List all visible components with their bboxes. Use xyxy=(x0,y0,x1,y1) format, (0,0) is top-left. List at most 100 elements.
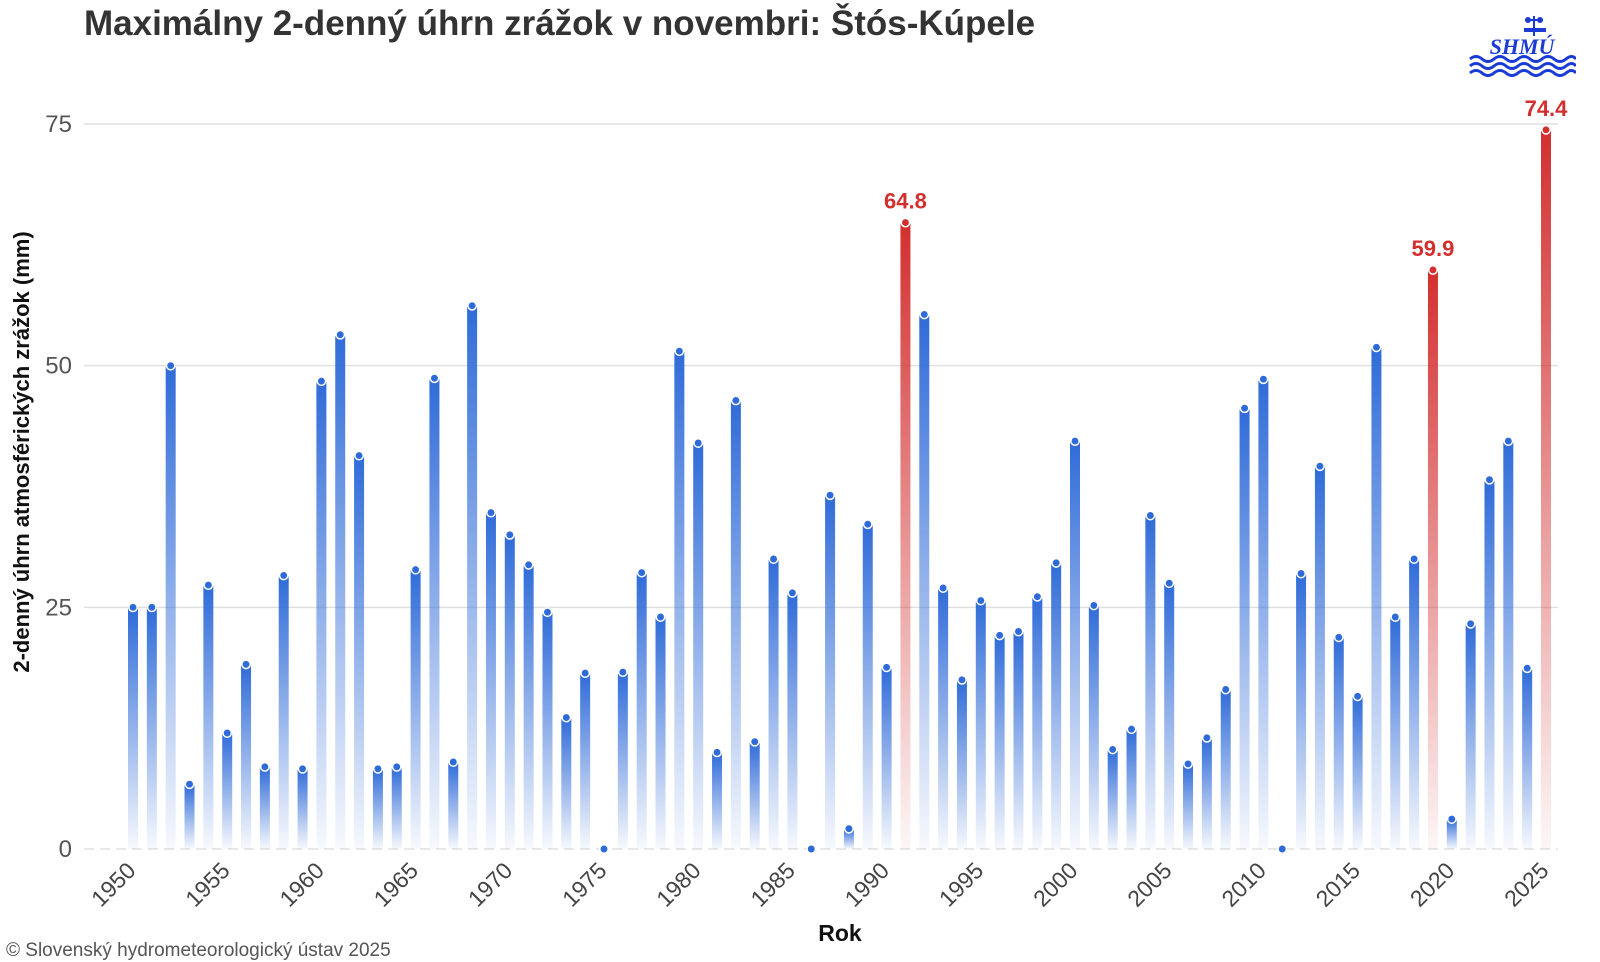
bar-1990 xyxy=(881,667,892,849)
x-tick-label: 1970 xyxy=(463,857,518,912)
point-1985 xyxy=(787,587,798,598)
x-tick-label: 1995 xyxy=(934,857,989,912)
point-1977 xyxy=(636,567,647,578)
point-1995 xyxy=(975,595,986,606)
bar-2015 xyxy=(1352,696,1363,849)
point-2012 xyxy=(1296,568,1307,579)
point-2014 xyxy=(1333,632,1344,643)
bar-1988 xyxy=(843,828,854,849)
point-2000 xyxy=(1070,436,1080,447)
bar-2014 xyxy=(1333,637,1344,849)
y-tick-label: 75 xyxy=(45,111,72,138)
bar-1967 xyxy=(448,762,459,849)
bar-2001 xyxy=(1088,605,1099,849)
bar-2018 xyxy=(1409,559,1420,849)
point-1989 xyxy=(862,519,873,530)
bar-1970 xyxy=(504,534,515,849)
point-2022 xyxy=(1484,474,1495,485)
x-tick-label: 2015 xyxy=(1311,857,1366,912)
point-1967 xyxy=(448,757,459,767)
point-1956 xyxy=(241,659,251,670)
bar-1963 xyxy=(372,768,383,849)
bar-1955 xyxy=(222,733,233,849)
point-2002 xyxy=(1107,744,1118,755)
bar-1994 xyxy=(956,679,967,849)
bar-1983 xyxy=(749,741,760,849)
bar-1964 xyxy=(391,766,402,849)
bar-1976 xyxy=(617,672,628,849)
bar-1950 xyxy=(128,607,138,849)
x-tick-label: 1980 xyxy=(651,857,706,912)
bar-2021 xyxy=(1465,623,1476,849)
data-label-1991: 64.8 xyxy=(884,189,927,214)
bar-1996 xyxy=(994,635,1005,849)
bar-1981 xyxy=(712,752,723,849)
bar-1974 xyxy=(580,673,591,849)
bar-1997 xyxy=(1013,631,1024,849)
bar-2003 xyxy=(1126,729,1137,849)
point-2009 xyxy=(1239,403,1250,414)
shmu-logo-icon: SHMÚ xyxy=(1468,14,1578,78)
bar-2009 xyxy=(1239,408,1250,849)
bar-2016 xyxy=(1371,347,1382,849)
bar-1982 xyxy=(730,400,741,849)
bar-2004 xyxy=(1145,515,1156,849)
point-1991 xyxy=(900,217,911,228)
point-1957 xyxy=(259,761,270,772)
point-1996 xyxy=(994,630,1005,641)
bar-2023 xyxy=(1503,441,1514,849)
bar-1971 xyxy=(523,564,534,849)
point-1998 xyxy=(1032,591,1043,602)
point-1950 xyxy=(128,602,138,613)
bar-1973 xyxy=(561,717,572,849)
x-tick-label: 1990 xyxy=(840,857,895,912)
point-2018 xyxy=(1409,554,1420,564)
bar-1977 xyxy=(636,572,647,849)
point-1975 xyxy=(599,844,609,854)
bar-1968 xyxy=(467,305,478,849)
bar-2020 xyxy=(1446,819,1457,849)
point-1994 xyxy=(957,674,967,685)
bar-1956 xyxy=(241,664,252,849)
point-2003 xyxy=(1126,724,1137,735)
point-1958 xyxy=(278,570,289,581)
point-2025 xyxy=(1541,124,1551,135)
point-1992 xyxy=(919,309,930,320)
bar-2024 xyxy=(1522,668,1533,849)
bar-2012 xyxy=(1296,573,1307,849)
point-1988 xyxy=(843,823,854,834)
x-tick-label: 2025 xyxy=(1499,857,1554,912)
bar-2025 xyxy=(1541,129,1551,850)
y-tick-label: 25 xyxy=(45,594,72,621)
point-2005 xyxy=(1164,578,1175,589)
bar-1960 xyxy=(316,381,327,849)
bar-2010 xyxy=(1258,379,1269,849)
point-1969 xyxy=(486,507,496,518)
point-2016 xyxy=(1371,342,1382,353)
point-1971 xyxy=(523,559,534,570)
bar-1953 xyxy=(184,784,195,849)
x-tick-label: 2010 xyxy=(1216,857,1271,912)
point-1963 xyxy=(372,763,383,774)
bar-1979 xyxy=(674,351,685,849)
point-1953 xyxy=(184,779,195,790)
point-1955 xyxy=(222,728,233,738)
x-tick-label: 2005 xyxy=(1122,857,1177,912)
point-1979 xyxy=(674,346,685,357)
x-tick-label: 1950 xyxy=(86,857,141,912)
point-1976 xyxy=(617,667,628,678)
bar-1980 xyxy=(693,443,704,849)
bar-1998 xyxy=(1032,596,1043,849)
bar-1961 xyxy=(335,334,346,849)
bar-1993 xyxy=(938,588,949,849)
bar-1972 xyxy=(542,612,553,849)
point-1952 xyxy=(165,360,176,371)
point-1959 xyxy=(297,763,308,774)
bar-1969 xyxy=(485,512,496,849)
x-tick-label: 2000 xyxy=(1028,857,1083,912)
bar-2013 xyxy=(1314,466,1325,849)
point-1960 xyxy=(316,376,327,387)
bar-1984 xyxy=(768,559,779,849)
logo-text: SHMÚ xyxy=(1490,34,1556,59)
bar-1952 xyxy=(165,365,176,849)
